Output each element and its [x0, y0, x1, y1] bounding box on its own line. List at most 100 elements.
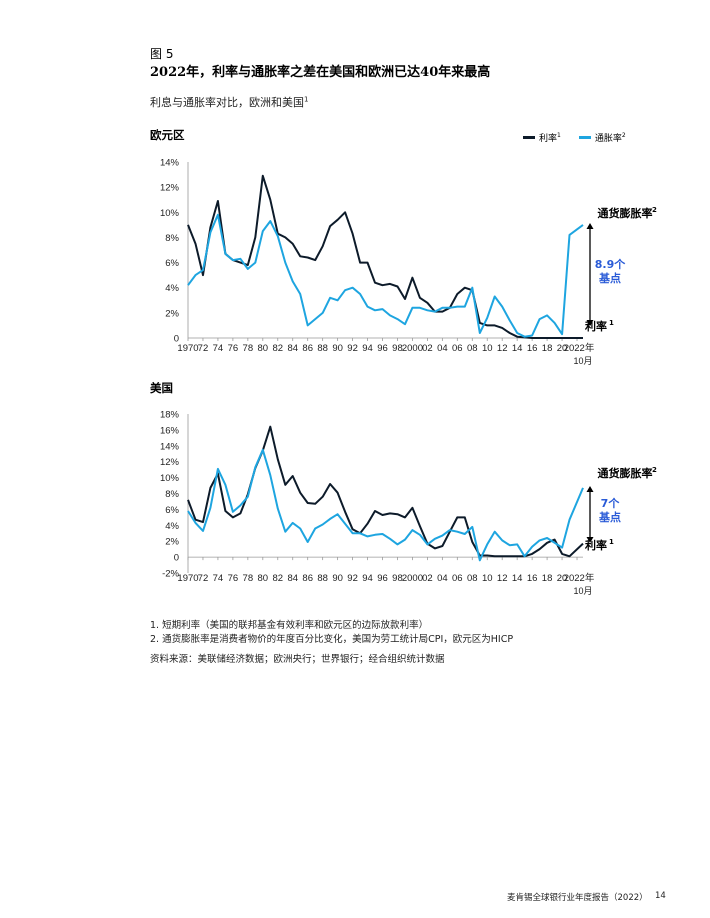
- eurozone-x-tick-label: 1970: [177, 343, 198, 354]
- eurozone-title: 欧元区: [150, 128, 185, 142]
- us-x-tick-label: 06: [452, 573, 463, 584]
- eurozone-x-tick-label: 04: [437, 343, 448, 354]
- eurozone-x-tick-label: 2000: [402, 343, 423, 354]
- eurozone-x-tick-label: 76: [228, 343, 239, 354]
- subtitle-text: 利息与通胀率对比，欧洲和美国: [150, 96, 304, 109]
- us-x-tick-label: 88: [317, 573, 328, 584]
- eurozone-x-tick-label: 20: [557, 343, 568, 354]
- eurozone-inflation-annotation: 通货膨胀率: [598, 206, 653, 220]
- us-x-tick-label: 14: [512, 573, 523, 584]
- legend-rate-swatch: [523, 136, 535, 139]
- eurozone-x-tick-label: 14: [512, 343, 523, 354]
- us-gap-arrow-head-bottom: [586, 537, 594, 543]
- us-inflation-annotation: 通货膨胀率: [598, 466, 653, 480]
- eurozone-x-tick-label: 78: [243, 343, 254, 354]
- us-y-tick-label: 2%: [165, 537, 179, 548]
- figure-label: 图 5: [150, 47, 174, 61]
- us-x-tick-label: 84: [287, 573, 298, 584]
- eurozone-x-tick-label: 88: [317, 343, 328, 354]
- eurozone-x-tick-label: 02: [422, 343, 433, 354]
- eurozone-x-tick-label: 12: [497, 343, 508, 354]
- us-x-tick-label: 18: [542, 573, 553, 584]
- us-y-tick-label: 4%: [165, 521, 179, 532]
- us-x-tick-month: 10月: [574, 586, 593, 596]
- us-x-tick-label: 82: [272, 573, 283, 584]
- us-inflation-line: [187, 448, 584, 562]
- chart-subtitle: 利息与通胀率对比，欧洲和美国1: [150, 94, 308, 110]
- us-x-tick-label: 08: [467, 573, 478, 584]
- us-y-tick-label: 10%: [160, 473, 180, 484]
- us-y-tick-label: 16%: [160, 425, 180, 436]
- us-x-tick-label: 2022年: [564, 572, 595, 584]
- us-x-tick-label: 80: [258, 573, 269, 584]
- eurozone-x-tick-month: 10月: [574, 356, 593, 366]
- us-y-tick-label: 6%: [165, 505, 179, 516]
- eurozone-y-tick-label: 0: [174, 334, 179, 345]
- us-gap-label-line1: 7个: [601, 496, 621, 510]
- us-rate-annotation-sup: 1: [609, 538, 614, 546]
- eurozone-x-tick-label: 06: [452, 343, 463, 354]
- footnote-1: 1. 短期利率（美国的联邦基金有效利率和欧元区的边际放款利率）: [150, 620, 429, 631]
- page-number: 14: [655, 891, 666, 901]
- eurozone-gap-arrow-head-top: [586, 223, 594, 229]
- eurozone-inflation-annotation-sup: 2: [652, 206, 657, 214]
- subtitle-footnote-mark: 1: [304, 95, 309, 104]
- us-x-tick-label: 94: [362, 573, 373, 584]
- eurozone-y-tick-label: 10%: [160, 208, 180, 219]
- eurozone-gap-label-line2: 基点: [598, 271, 621, 285]
- eurozone-x-tick-label: 98: [392, 343, 403, 354]
- legend-inflation-label: 通胀率2: [594, 132, 626, 144]
- us-x-tick-label: 76: [228, 573, 239, 584]
- us-x-tick-label: 72: [198, 573, 209, 584]
- eurozone-inflation-line: [187, 213, 584, 338]
- us-x-tick-label: 20: [557, 573, 568, 584]
- eurozone-x-tick-label: 86: [302, 343, 313, 354]
- eurozone-x-tick-label: 84: [287, 343, 298, 354]
- us-y-tick-label: 18%: [160, 410, 180, 421]
- us-x-tick-label: 02: [422, 573, 433, 584]
- us-rate-annotation: 利率: [585, 538, 607, 552]
- us-x-tick-label: 04: [437, 573, 448, 584]
- us-x-tick-label: 74: [213, 573, 224, 584]
- legend-rate-label: 利率1: [539, 132, 561, 144]
- chart-title: 2022年，利率与通胀率之差在美国和欧洲已达40年来最高: [150, 65, 491, 80]
- eurozone-x-tick-label: 74: [213, 343, 224, 354]
- us-x-tick-label: 92: [347, 573, 358, 584]
- footnote-2: 2. 通货膨胀率是消费者物价的年度百分比变化，美国为劳工统计局CPI，欧元区为H…: [150, 634, 514, 645]
- us-x-tick-label: 98: [392, 573, 403, 584]
- eurozone-y-tick-label: 8%: [165, 233, 179, 244]
- us-x-tick-label: 2000: [402, 573, 423, 584]
- us-x-tick-label: 10: [482, 573, 493, 584]
- eurozone-x-tick-label: 18: [542, 343, 553, 354]
- eurozone-x-tick-label: 92: [347, 343, 358, 354]
- source-note: 资料来源：美联储经济数据；欧洲央行；世界银行；经合组织统计数据: [150, 654, 445, 665]
- eurozone-y-tick-label: 2%: [165, 308, 179, 319]
- eurozone-x-tick-label: 2022年: [564, 342, 595, 354]
- eurozone-x-tick-label: 80: [258, 343, 269, 354]
- us-x-tick-label: 90: [332, 573, 343, 584]
- eurozone-gap-label-line1: 8.9个: [595, 257, 626, 271]
- legend: 利率1 通胀率2: [523, 131, 626, 144]
- eurozone-x-tick-label: 10: [482, 343, 493, 354]
- us-x-tick-label: 16: [527, 573, 538, 584]
- eurozone-rate-annotation-sup: 1: [609, 319, 614, 327]
- eurozone-y-tick-label: 4%: [165, 283, 179, 294]
- eurozone-y-tick-label: 12%: [160, 183, 180, 194]
- us-y-tick-label: 12%: [160, 457, 180, 468]
- eurozone-x-tick-label: 90: [332, 343, 343, 354]
- eurozone-x-tick-label: 16: [527, 343, 538, 354]
- eurozone-y-tick-label: 14%: [160, 158, 180, 169]
- us-x-tick-label: 86: [302, 573, 313, 584]
- eurozone-rate-line: [187, 174, 583, 339]
- us-gap-arrow-head-top: [586, 486, 594, 492]
- us-y-tick-label: 14%: [160, 441, 180, 452]
- eurozone-gap-arrow-head-bottom: [586, 320, 594, 326]
- us-y-tick-label: 0: [174, 553, 179, 564]
- eurozone-x-tick-label: 82: [272, 343, 283, 354]
- eurozone-x-tick-label: 72: [198, 343, 209, 354]
- eurozone-y-tick-label: 6%: [165, 258, 179, 269]
- us-x-tick-label: 1970: [177, 573, 198, 584]
- legend-inflation-swatch: [578, 136, 591, 139]
- eurozone-x-tick-label: 08: [467, 343, 478, 354]
